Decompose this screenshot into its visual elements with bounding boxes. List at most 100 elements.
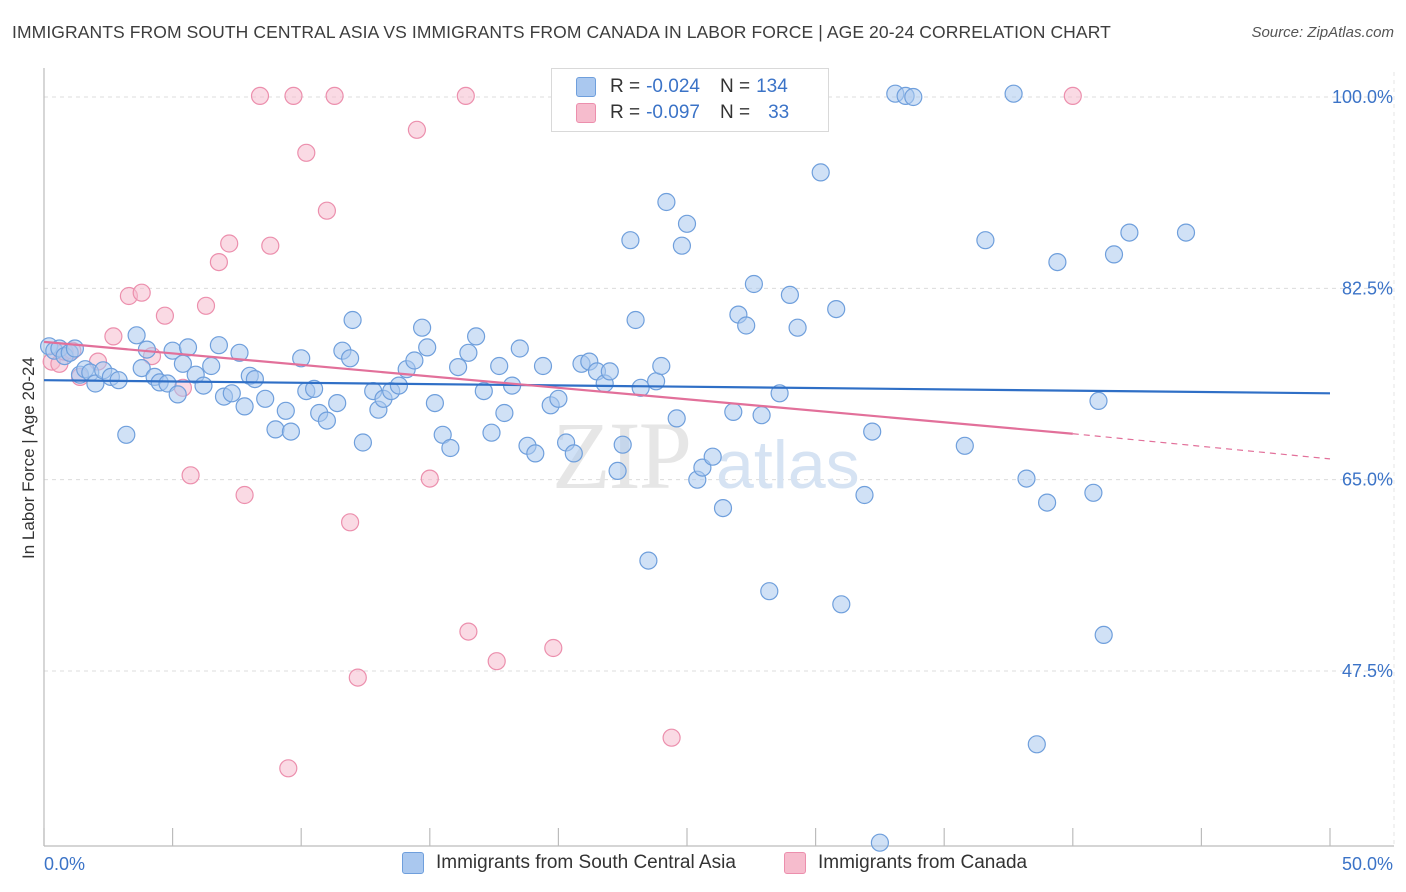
data-point [181, 466, 200, 485]
data-point [832, 595, 851, 614]
data-point [194, 376, 213, 395]
x-tick-label: 50.0% [1342, 854, 1393, 874]
blue-swatch-icon [576, 77, 596, 97]
trend-line-canada [43, 340, 1073, 435]
data-point [127, 326, 146, 345]
data-point [564, 444, 583, 463]
data-point [613, 435, 632, 454]
y-tick-label: 65.0% [1342, 470, 1393, 490]
legend-n-value: 33 [768, 102, 790, 123]
data-point [526, 444, 545, 463]
data-point [1027, 735, 1046, 754]
data-point [510, 339, 529, 358]
data-point [652, 356, 671, 376]
data-point [456, 86, 475, 106]
data-point [343, 310, 362, 330]
data-point [904, 87, 923, 107]
data-point [459, 622, 478, 641]
data-point [413, 318, 432, 337]
trend-line-south-central-asia [43, 379, 1331, 395]
legend-label-canada: Immigrants from Canada [818, 852, 1028, 873]
data-point [1120, 223, 1139, 242]
x-tick-label: 0.0% [44, 854, 85, 874]
watermark-atlas: atlas [716, 427, 860, 503]
data-point [827, 300, 846, 319]
data-point [348, 668, 367, 687]
data-point [449, 358, 468, 377]
data-point [230, 343, 249, 362]
y-tick-label: 47.5% [1342, 661, 1393, 681]
data-point [677, 214, 697, 233]
data-point [317, 201, 336, 220]
data-point [297, 143, 316, 162]
data-point [305, 379, 324, 398]
legend-n-label: N = [719, 76, 751, 97]
data-point [788, 318, 807, 337]
data-point [256, 389, 275, 408]
data-point [341, 513, 360, 532]
data-point [533, 356, 553, 376]
data-point [780, 285, 800, 304]
data-point [276, 401, 295, 420]
data-point [261, 236, 280, 255]
data-point [405, 351, 424, 370]
legend-n-label: N = [719, 102, 751, 123]
data-point [418, 338, 437, 357]
data-point [760, 582, 779, 601]
data-point [662, 728, 681, 747]
data-point [104, 327, 123, 346]
legend-item-south-central-asia: Immigrants from South Central Asia [402, 852, 736, 874]
data-point [639, 551, 658, 570]
data-point [459, 343, 478, 362]
data-point [132, 283, 151, 302]
y-tick-label: 100.0% [1332, 87, 1393, 107]
legend-n-value: 134 [756, 76, 788, 97]
data-point [235, 397, 254, 416]
data-point [235, 485, 254, 505]
data-point [467, 327, 486, 346]
correlation-legend: R = -0.024 N = 134 R = -0.097 N = 33 [551, 68, 829, 132]
x-tick-labels: 0.0% 50.0% [44, 854, 1393, 874]
data-point [209, 336, 228, 355]
data-point [202, 356, 221, 376]
data-point [1048, 253, 1067, 272]
legend-r-label: R = [610, 102, 641, 123]
pink-swatch-icon [784, 852, 806, 874]
data-point [266, 420, 285, 439]
data-point [328, 394, 347, 413]
data-point [65, 339, 85, 358]
data-point [490, 356, 509, 376]
source-label: Source: ZipAtlas.com [1251, 24, 1394, 41]
legend-r-value: -0.097 [646, 102, 700, 123]
data-point [724, 402, 743, 421]
legend-r-label: R = [610, 76, 641, 97]
data-point [220, 234, 239, 253]
data-point [487, 652, 506, 671]
data-point [325, 86, 344, 106]
data-point [1084, 483, 1103, 502]
data-point [284, 86, 303, 106]
data-point [281, 422, 300, 441]
data-point [631, 378, 650, 397]
data-point [178, 338, 198, 357]
data-point [667, 409, 686, 428]
chart-title: IMMIGRANTS FROM SOUTH CENTRAL ASIA VS IM… [12, 22, 1111, 42]
data-point [1104, 245, 1124, 264]
series-legend: Immigrants from South Central Asia Immig… [0, 852, 1406, 878]
data-point [1037, 493, 1057, 512]
y-tick-label: 82.5% [1342, 278, 1393, 298]
data-point [621, 231, 640, 250]
data-point [353, 433, 372, 452]
legend-row-pink: R = -0.097 N = 33 [576, 100, 789, 126]
data-point [425, 394, 444, 413]
y-axis-label: In Labor Force | Age 20-24 [19, 357, 38, 559]
legend-r-value: -0.024 [646, 76, 700, 97]
data-point [600, 362, 619, 381]
data-point [317, 411, 336, 430]
axes [43, 68, 1394, 847]
data-point [482, 423, 501, 442]
pink-swatch-icon [576, 103, 596, 123]
blue-swatch-icon [402, 852, 424, 874]
data-point [1004, 84, 1023, 103]
